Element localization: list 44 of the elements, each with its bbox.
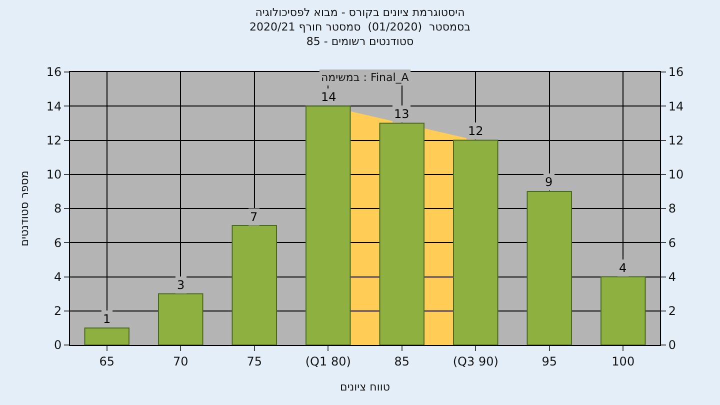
bar <box>158 293 204 345</box>
y2-tick-label: 8 <box>668 202 676 216</box>
y-tick-label: 14 <box>46 99 62 114</box>
x-tick-label: 95 <box>542 354 558 368</box>
x-tick-label: 70 <box>172 354 188 368</box>
data-label: 12 <box>468 124 484 138</box>
y-tick-label: 10 <box>46 168 62 182</box>
y2-tick-label: 10 <box>668 168 684 182</box>
data-label: 4 <box>619 261 627 275</box>
y2-tick-label: 14 <box>668 99 684 114</box>
y2-tick-label: 0 <box>668 338 676 352</box>
y2-tick-label: 4 <box>668 270 676 284</box>
x-tick-label: 75 <box>246 354 262 368</box>
y-tick-label: 0 <box>54 338 62 352</box>
x-tick-label: 100 <box>612 354 635 368</box>
x-tick-label: 85 <box>394 354 410 368</box>
y-tick-label: 6 <box>54 236 62 250</box>
bar <box>600 276 646 345</box>
x-axis-title: טווח ציונים <box>340 380 390 394</box>
data-label: 9 <box>545 175 553 189</box>
y-tick-label: 2 <box>54 304 62 318</box>
y-tick-label: 8 <box>54 202 62 216</box>
data-label: 13 <box>394 107 410 121</box>
data-label: 7 <box>250 210 258 224</box>
data-label: 14 <box>321 90 336 104</box>
y-axis-title: מספר סטודנטים <box>18 170 31 246</box>
y2-tick-label: 16 <box>668 65 684 80</box>
data-label: 3 <box>177 278 185 292</box>
y-tick-label: 12 <box>46 133 62 148</box>
y-tick-label: 4 <box>54 270 62 284</box>
y-tick-label: 16 <box>46 65 62 80</box>
y2-tick-label: 12 <box>668 133 684 148</box>
x-tick-label: 65 <box>99 354 115 368</box>
chart-subtitle: בסמסטר (01/2020) סמסטר חורף 2020/21 סטודנטים רשומים - 85 <box>250 20 470 48</box>
y2-tick-label: 2 <box>668 304 676 318</box>
x-tick-label: (Q3 90) <box>452 354 498 368</box>
y2-tick-label: 6 <box>668 236 676 250</box>
x-tick-label: (Q1 80) <box>305 354 351 368</box>
chart-title: היסטוגרמת ציונים בקורס - מבוא לפסיכולוגיה <box>255 6 465 20</box>
bar <box>232 225 277 345</box>
bar <box>526 190 572 345</box>
data-label: 1 <box>103 312 111 326</box>
annotation: במשימה : Final_A <box>321 71 410 84</box>
bar <box>84 327 130 345</box>
